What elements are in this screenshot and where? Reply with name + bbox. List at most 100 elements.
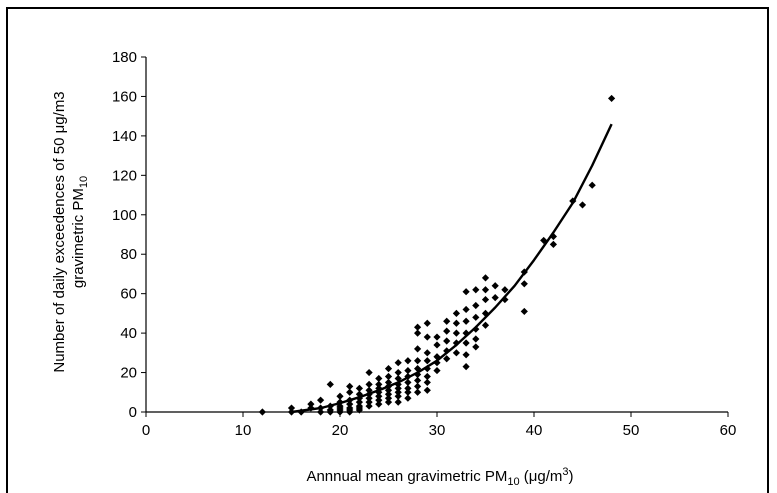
data-point [355,398,363,406]
x-tick-label: 10 [235,422,252,439]
data-point [404,388,412,396]
data-point [355,394,363,402]
y-axis-title-line-2: gravimetric PM10 [70,176,90,288]
data-point [404,378,412,387]
data-point [433,353,441,361]
data-point [375,396,383,404]
data-point [472,286,480,294]
data-point [404,357,412,365]
data-point [452,309,460,317]
data-point [355,390,363,398]
data-point [394,398,402,406]
x-tick-label: 30 [429,422,446,439]
data-point [326,402,334,410]
y-tick-label: 60 [120,286,137,303]
data-point [443,355,451,363]
y-tick-label: 0 [129,404,137,421]
data-point [540,236,548,245]
data-point [355,406,363,414]
data-point [384,372,393,381]
data-point [394,368,402,377]
data-point [462,329,470,337]
data-point [472,301,480,310]
data-point [375,388,383,396]
data-point [452,349,460,357]
data-point [423,349,431,357]
data-point [394,388,402,396]
data-point [365,398,373,406]
data-point [481,309,490,317]
x-tick-label: 50 [623,422,640,439]
data-point [394,392,402,400]
data-point [336,398,344,406]
data-point [375,380,383,388]
data-point [326,408,334,416]
y-tick-label: 20 [120,365,137,382]
y-axis-title: Number of daily exceedences of 50 μg/m3 … [51,91,90,372]
data-point [433,359,441,367]
y-tick-label: 80 [120,246,137,263]
data-point [520,307,528,316]
chart-frame [6,7,769,493]
data-point [394,380,402,388]
data-point [384,365,393,373]
data-point [433,366,441,375]
x-tick-label: 60 [720,422,737,439]
data-point [462,363,470,371]
data-point [423,365,431,373]
data-point [462,305,470,314]
x-tick-label: 0 [142,422,150,439]
data-point [423,386,431,394]
data-point [375,384,383,392]
data-point [336,392,344,400]
data-point [346,388,354,396]
data-point [588,181,596,189]
data-point [404,394,412,402]
data-point [307,400,315,408]
data-point [346,408,354,416]
data-point [375,392,383,400]
data-point [520,280,528,288]
data-point [317,404,325,412]
data-point [394,359,402,367]
data-point [414,323,422,331]
data-point [472,313,480,321]
data-point [317,408,325,416]
data-point [472,335,480,343]
data-point [287,404,296,412]
data-point [384,386,393,394]
data-point [375,400,383,408]
data-point [414,382,422,390]
y-tick-label: 120 [112,167,137,184]
data-point [384,378,393,387]
data-point [365,402,373,410]
data-point [375,374,383,383]
data-point [414,345,422,353]
data-point [443,347,451,355]
data-point [569,197,577,205]
data-point [336,408,344,416]
data-point [365,386,373,394]
y-tick-label: 160 [112,88,137,105]
x-axis-title: Annnual mean gravimetric PM10 (μg/m3) [306,466,573,488]
data-point [384,394,393,402]
data-point [258,408,266,416]
data-point [472,343,480,351]
data-point [423,333,431,341]
data-point [423,357,431,365]
data-point [491,282,499,290]
data-point [365,368,373,377]
data-point [501,295,509,304]
data-point [578,201,587,209]
data-point [443,327,451,335]
data-point [462,288,470,296]
data-point [491,294,499,302]
data-point [414,329,422,337]
y-tick-label: 40 [120,325,137,342]
data-point [404,372,412,381]
fit-curve-layer [291,123,613,414]
data-point [549,240,557,248]
data-point [297,408,305,416]
data-point [433,333,441,341]
